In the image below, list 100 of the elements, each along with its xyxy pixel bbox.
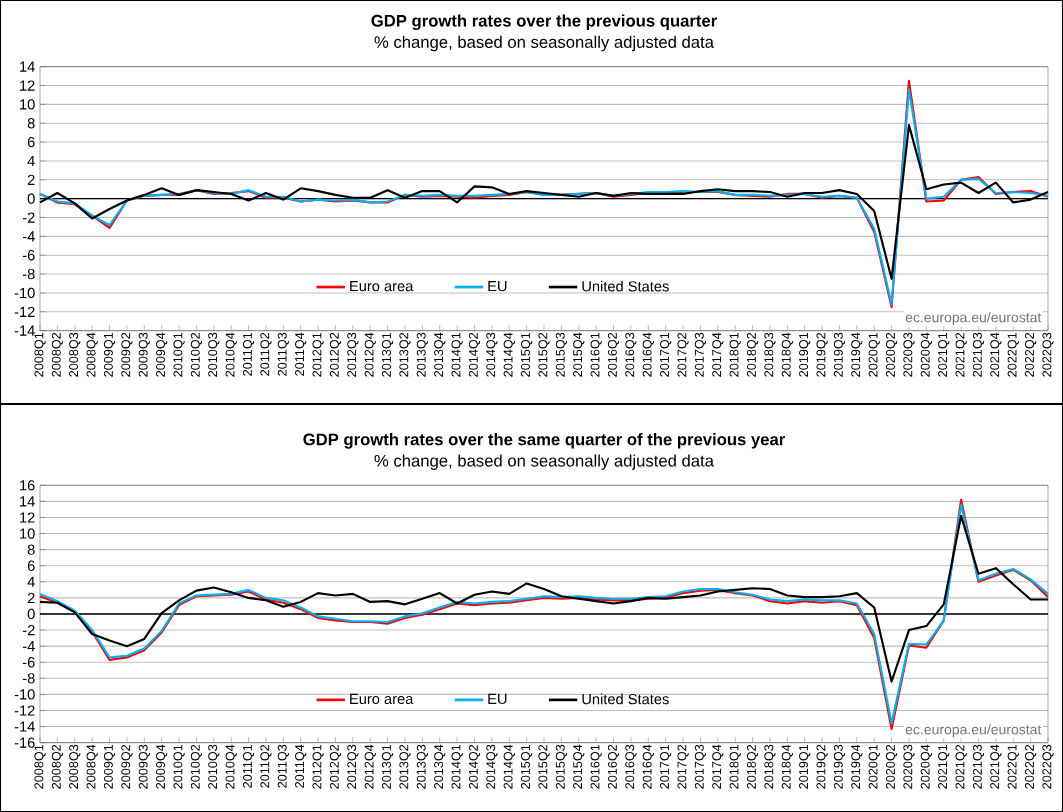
y-tick-label: 2 [27, 592, 35, 604]
x-tick-label: 2014Q1 [451, 332, 463, 377]
x-tick-label: 2018Q1 [729, 744, 741, 789]
y-tick-label: 10 [20, 99, 35, 110]
x-tick-label: 2010Q2 [190, 332, 203, 377]
x-tick-label: 2009Q2 [121, 332, 133, 377]
x-tick-label: 2014Q2 [468, 744, 481, 789]
x-tick-label: 2015Q1 [521, 744, 533, 789]
x-tick-label: 2018Q2 [746, 332, 759, 377]
x-tick-label: 2017Q4 [712, 744, 724, 789]
x-tick-label: 2015Q1 [521, 332, 533, 377]
x-tick-label: 2013Q4 [434, 332, 446, 377]
x-tick-label: 2008Q1 [34, 332, 46, 377]
x-tick-label: 2015Q2 [538, 332, 550, 377]
x-tick-label: 2014Q4 [503, 744, 515, 789]
x-tick-label: 2016Q1 [590, 744, 602, 789]
x-tick-label: 2020Q4 [920, 332, 932, 377]
x-tick-label: 2021Q1 [938, 332, 950, 377]
chart-subtitle: % change, based on seasonally adjusted data [374, 454, 714, 470]
x-tick-label: 2013Q1 [381, 744, 394, 789]
y-tick-label: -4 [22, 231, 35, 242]
y-tick-label: 12 [20, 80, 35, 91]
x-tick-label: 2017Q2 [677, 332, 689, 377]
x-tick-label: 2010Q4 [225, 744, 237, 789]
x-tick-label: 2011Q4 [295, 332, 307, 376]
x-tick-label: 2012Q2 [329, 744, 342, 789]
x-tick-label: 2018Q1 [729, 332, 741, 377]
x-tick-label: 2009Q3 [138, 332, 150, 377]
x-tick-label: 2009Q1 [103, 744, 116, 789]
x-tick-label: 2011Q3 [277, 332, 289, 376]
x-tick-label: 2012Q3 [347, 332, 359, 377]
legend-label: Euro area [350, 281, 414, 292]
x-tick-label: 2020Q1 [868, 744, 880, 789]
x-tick-label: 2014Q2 [468, 332, 481, 377]
x-tick-label: 2021Q4 [990, 332, 1002, 377]
y-tick-label: -6 [22, 250, 35, 261]
x-tick-label: 2008Q3 [69, 744, 81, 789]
x-tick-label: 2012Q4 [364, 332, 376, 377]
y-tick-label: 4 [27, 155, 35, 166]
y-tick-label: -10 [14, 287, 35, 299]
x-tick-label: 2013Q1 [381, 332, 394, 377]
x-tick-label: 2015Q2 [538, 744, 550, 789]
x-tick-label: 2013Q2 [399, 744, 411, 789]
annotation: ec.europa.eu/eurostat [905, 312, 1042, 326]
x-tick-label: 2018Q4 [781, 744, 793, 789]
line-series [38, 514, 1050, 683]
x-tick-label: 2008Q4 [86, 744, 98, 789]
x-tick-label: 2016Q4 [642, 744, 654, 789]
x-tick-label: 2022Q2 [1025, 332, 1037, 377]
legend-label: EU [488, 281, 507, 292]
x-tick-label: 2020Q3 [903, 332, 915, 377]
x-tick-label: 2009Q3 [138, 744, 150, 789]
x-tick-label: 2021Q4 [990, 744, 1002, 789]
y-tick-label: -14 [14, 325, 35, 336]
y-tick-label: -10 [14, 689, 35, 700]
x-tick-label: 2022Q3 [1042, 744, 1054, 789]
legend-label: United States [582, 280, 669, 292]
x-tick-label: 2011Q2 [260, 332, 272, 376]
chart-subtitle: % change, based on seasonally adjusted data [374, 35, 714, 52]
x-tick-label: 2013Q2 [399, 332, 411, 377]
x-tick-label: 2019Q4 [851, 332, 863, 377]
y-tick-label: 4 [27, 576, 35, 587]
y-tick-label: -6 [22, 657, 35, 668]
x-tick-label: 2016Q2 [607, 744, 620, 789]
x-tick-label: 2018Q3 [764, 744, 776, 789]
y-tick-label: 6 [27, 560, 35, 571]
x-tick-label: 2008Q4 [86, 332, 98, 377]
y-tick-label: 14 [20, 61, 35, 72]
x-tick-label: 2021Q3 [972, 744, 985, 789]
y-tick-label: 12 [20, 512, 35, 523]
x-tick-label: 2010Q3 [208, 332, 220, 377]
x-tick-label: 2016Q3 [625, 332, 637, 377]
x-tick-label: 2014Q3 [486, 332, 498, 377]
x-tick-label: 2017Q4 [712, 332, 724, 377]
x-tick-label: 2011Q3 [277, 744, 289, 788]
x-tick-label: 2011Q4 [295, 744, 307, 788]
x-tick-label: 2010Q4 [225, 332, 237, 377]
x-tick-label: 2009Q1 [103, 332, 116, 377]
x-tick-label: 2011Q2 [260, 744, 272, 788]
y-tick-label: 2 [27, 174, 35, 185]
y-tick-label: -16 [14, 737, 35, 748]
x-tick-label: 2008Q1 [34, 744, 46, 789]
x-tick-label: 2009Q4 [156, 744, 168, 789]
x-tick-label: 2009Q2 [121, 744, 133, 789]
x-tick-label: 2016Q3 [625, 744, 637, 789]
x-tick-label: 2013Q4 [434, 744, 446, 789]
x-tick-label: 2011Q1 [242, 744, 255, 788]
x-tick-label: 2016Q1 [590, 332, 602, 377]
x-tick-label: 2012Q1 [312, 332, 324, 377]
x-tick-label: 2008Q2 [51, 744, 64, 789]
x-tick-label: 2020Q2 [885, 332, 898, 377]
x-tick-label: 2008Q2 [51, 332, 64, 377]
x-tick-label: 2016Q4 [642, 332, 654, 377]
x-tick-label: 2012Q3 [347, 744, 359, 789]
x-tick-label: 2014Q1 [451, 744, 463, 789]
annotation: ec.europa.eu/eurostat [905, 724, 1042, 738]
x-tick-label: 2016Q2 [607, 332, 620, 377]
y-tick-label: 8 [27, 544, 35, 555]
legend-label: Euro area [350, 693, 414, 705]
x-tick-label: 2010Q2 [190, 744, 203, 789]
